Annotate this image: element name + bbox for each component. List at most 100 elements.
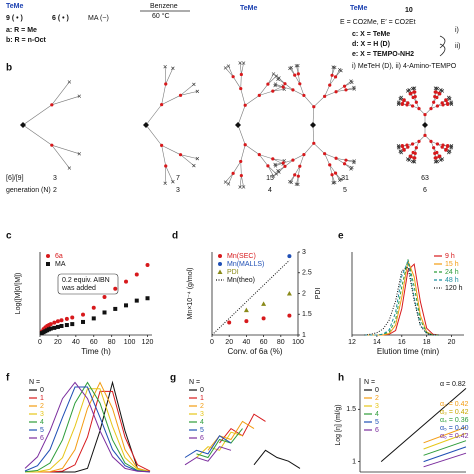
end-group: [271, 174, 276, 178]
legend-swatch: [217, 269, 223, 274]
legend-label: 0: [40, 387, 44, 394]
y-axis-title: Mn×10⁻⁴ (g/mol): [187, 267, 194, 319]
core: [143, 122, 149, 128]
branch-unit: [266, 82, 270, 86]
bond: [329, 164, 336, 174]
bond: [303, 95, 315, 107]
branch-unit: [328, 163, 332, 167]
end-group: [448, 97, 452, 101]
end-group: [226, 64, 231, 68]
branch-unit: [243, 103, 247, 107]
bond: [283, 159, 294, 164]
annotation-box: [57, 273, 119, 295]
scheme-text: i): [455, 27, 459, 34]
annotation: α = 0.82: [440, 381, 466, 388]
series-line: [423, 452, 467, 468]
end-group: [192, 163, 196, 168]
branch-unit: [342, 162, 347, 166]
point: [59, 318, 64, 323]
branch-unit: [410, 104, 415, 108]
end-group: [449, 146, 453, 150]
end-group: [440, 89, 445, 93]
series-line: [380, 388, 467, 462]
branch-unit: [342, 84, 347, 88]
branch-unit: [434, 90, 438, 94]
end-group: [273, 82, 278, 86]
legend-title: N =: [29, 379, 40, 386]
x-tick-label: 0: [210, 339, 214, 346]
scheme-text: E = CO2Me, E′ = CO2Et: [340, 19, 416, 26]
x-tick-label: 20: [225, 339, 233, 346]
ratio: 31: [341, 175, 349, 182]
end-group: [274, 172, 279, 176]
legend-label: 6: [40, 435, 44, 442]
end-group: [438, 158, 443, 162]
end-group: [223, 180, 228, 184]
branch-unit: [333, 75, 338, 79]
branch-unit: [408, 154, 412, 158]
point: [91, 305, 96, 310]
branch-unit: [344, 158, 348, 162]
scheme-text: e: X = TEMPO-NH2: [352, 51, 414, 58]
bond: [313, 143, 325, 154]
legend-label: 5: [375, 419, 379, 426]
bond: [240, 74, 242, 89]
end-group: [349, 167, 353, 171]
point: [102, 310, 107, 315]
legend-label: 15 h: [445, 261, 459, 268]
bond: [161, 145, 181, 155]
branch-unit: [414, 146, 418, 150]
legend-label: 2: [200, 403, 204, 410]
row-label: [6]/[9]: [6, 175, 24, 182]
series-line: [207, 420, 255, 451]
point: [227, 320, 232, 325]
end-group: [398, 149, 402, 153]
point: [102, 295, 107, 300]
branch-unit: [231, 75, 235, 79]
legend-label: 5: [200, 427, 204, 434]
legend-swatch: [46, 262, 50, 266]
point: [55, 324, 60, 329]
series-line: [24, 381, 151, 473]
branch-unit: [438, 92, 442, 96]
branch-unit: [231, 171, 235, 175]
bond: [312, 124, 315, 144]
series-line: [196, 428, 243, 459]
legend-label: 1: [40, 395, 44, 402]
scheme-text: 6 ( • ): [52, 15, 69, 22]
branch-unit: [435, 95, 439, 100]
branch-unit: [293, 73, 297, 77]
point: [286, 291, 292, 296]
annotation: was added: [61, 285, 96, 292]
dendrimer: [273, 63, 356, 187]
end-group: [163, 181, 167, 185]
branch-unit: [239, 173, 243, 178]
branch-unit: [406, 101, 410, 105]
end-group: [399, 95, 404, 99]
branch-unit: [281, 85, 285, 89]
scheme-text: TeMe: [350, 5, 367, 12]
bond: [292, 154, 305, 161]
branch-unit: [334, 90, 338, 94]
end-group: [294, 182, 299, 186]
bond: [164, 166, 167, 184]
branch-unit: [344, 88, 348, 92]
branch-unit: [178, 93, 183, 97]
x-tick-label: 40: [72, 339, 80, 346]
x-axis-title: Time (h): [81, 347, 111, 356]
legend-label: 3: [375, 403, 379, 410]
series-line: [423, 446, 467, 463]
branch-unit: [400, 143, 404, 148]
bond: [22, 124, 52, 146]
legend-swatch: [46, 254, 50, 258]
end-group: [289, 65, 293, 70]
scheme-text: TeMe: [240, 5, 257, 12]
legend-title: N =: [364, 379, 375, 386]
series-line: [423, 440, 467, 456]
branch-unit: [400, 101, 405, 106]
point: [134, 272, 139, 277]
bond: [329, 76, 336, 86]
x-tick-label: 60: [90, 339, 98, 346]
scheme-text: TeMe: [6, 3, 23, 10]
branch-unit: [291, 88, 295, 92]
